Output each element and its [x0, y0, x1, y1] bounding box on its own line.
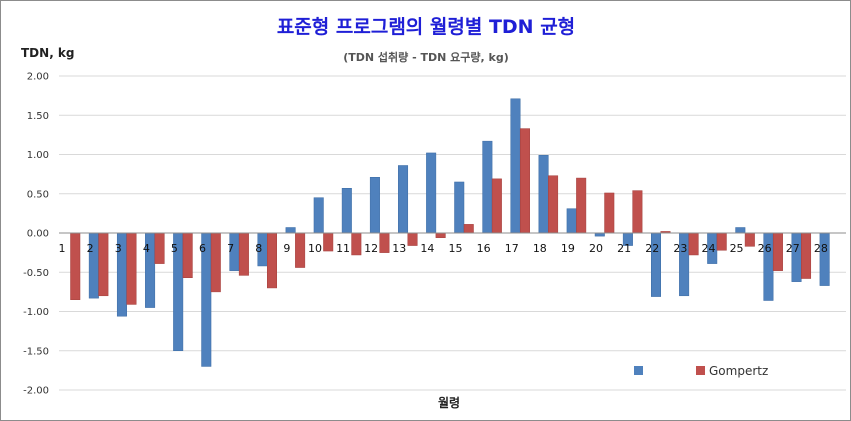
- x-tick-label: 11: [336, 242, 350, 255]
- bar-series-gompertz: [154, 232, 165, 264]
- x-tick-label: 25: [730, 242, 744, 255]
- x-tick-label: 4: [143, 242, 150, 255]
- bar-series-gompertz: [463, 224, 474, 234]
- x-tick-label: 16: [477, 242, 491, 255]
- y-tick-label: -0.50: [23, 268, 49, 279]
- x-tick-label: 26: [758, 242, 772, 255]
- bar-series-1: [819, 232, 830, 286]
- bar-series-gompertz: [688, 232, 699, 256]
- bar-series-gompertz: [519, 128, 530, 234]
- bar-series-gompertz: [238, 232, 249, 276]
- bar-series-gompertz: [267, 232, 277, 289]
- y-tick-label: -2.00: [23, 386, 49, 397]
- bar-series-1: [735, 227, 746, 234]
- bar-series-1: [510, 98, 521, 234]
- y-tick-label: 1.00: [27, 150, 49, 161]
- bar-series-gompertz: [744, 232, 755, 247]
- x-tick-label: 15: [449, 242, 463, 255]
- x-tick-label: 7: [227, 242, 234, 255]
- bar-series-1: [285, 227, 296, 234]
- bar-series-1: [791, 232, 802, 282]
- bar-series-gompertz: [351, 232, 362, 256]
- x-tick-label: 20: [589, 242, 603, 255]
- legend-label-gompertz: Gompertz: [709, 364, 768, 378]
- x-tick-label: 5: [171, 242, 178, 255]
- x-tick-label: 18: [533, 242, 547, 255]
- x-tick-label: 6: [199, 242, 206, 255]
- bar-series-1: [454, 181, 465, 234]
- bar-series-gompertz: [435, 232, 446, 238]
- y-tick-label: -1.50: [23, 346, 49, 357]
- bar-series-1: [426, 152, 437, 234]
- bar-series-1: [482, 140, 493, 234]
- y-tick-label: -1.00: [23, 307, 49, 318]
- chart-title: 표준형 프로그램의 월령별 TDN 균형: [277, 16, 575, 38]
- y-tick-label: 0.00: [27, 229, 49, 240]
- bar-series-gompertz: [98, 232, 109, 297]
- bar-series-gompertz: [632, 190, 643, 234]
- x-tick-label: 9: [283, 242, 290, 255]
- x-tick-label: 19: [561, 242, 575, 255]
- x-tick-label: 13: [392, 242, 406, 255]
- bar-series-gompertz: [801, 232, 812, 279]
- y-tick-label: 0.50: [27, 189, 49, 200]
- x-tick-labels: 1 2 3 4 5 6 7 8 9 10 11 12 13 14 15 16 17 18 19 20 21 22 23 24 2…: [59, 242, 828, 255]
- bar-series-1: [538, 155, 549, 234]
- legend: Gompertz: [634, 364, 768, 378]
- x-tick-label: 23: [673, 242, 687, 255]
- x-tick-label: 28: [814, 242, 828, 255]
- bar-series-gompertz: [548, 175, 559, 234]
- x-tick-label: 14: [420, 242, 434, 255]
- x-axis-label: 월령: [438, 395, 460, 410]
- y-tick-labels: 2.00 1.50 1.00 0.50 0.00 -0.50 -1.00 -1.50 -2.00: [23, 72, 49, 397]
- bar-series-gompertz: [126, 232, 137, 305]
- x-tick-label: 21: [617, 242, 631, 255]
- bars: [70, 98, 830, 367]
- bar-series-gompertz: [182, 232, 193, 278]
- bar-series-1: [398, 165, 409, 234]
- bar-series-gompertz: [379, 232, 390, 253]
- x-tick-label: 27: [786, 242, 800, 255]
- bar-series-1: [369, 177, 380, 234]
- legend-swatch-gompertz: [696, 366, 705, 375]
- x-tick-label: 2: [87, 242, 94, 255]
- bar-series-1: [566, 208, 577, 234]
- bar-series-1: [341, 188, 352, 234]
- x-tick-label: 1: [59, 242, 66, 255]
- bar-series-gompertz: [716, 232, 727, 251]
- bar-series-gompertz: [604, 192, 615, 234]
- bar-series-gompertz: [772, 232, 783, 271]
- bar-series-gompertz: [210, 232, 221, 293]
- bar-series-gompertz: [295, 232, 306, 268]
- bar-series-1: [313, 197, 324, 234]
- legend-swatch-series-1: [634, 366, 643, 375]
- bar-series-gompertz: [576, 177, 587, 234]
- y-axis-label: TDN, kg: [21, 46, 75, 60]
- bar-series-gompertz: [323, 232, 334, 252]
- x-tick-label: 24: [701, 242, 715, 255]
- bar-series-gompertz: [407, 232, 418, 246]
- bar-series-gompertz: [491, 178, 502, 234]
- x-tick-label: 12: [364, 242, 378, 255]
- x-tick-label: 3: [115, 242, 122, 255]
- x-tick-label: 17: [505, 242, 519, 255]
- x-tick-label: 8: [255, 242, 262, 255]
- chart-subtitle: (TDN 섭취량 - TDN 요구량, kg): [343, 50, 509, 64]
- x-tick-label: 22: [645, 242, 659, 255]
- x-tick-label: 10: [308, 242, 322, 255]
- bar-series-gompertz: [70, 232, 81, 300]
- y-tick-label: 1.50: [27, 111, 49, 122]
- y-tick-label: 2.00: [27, 72, 49, 83]
